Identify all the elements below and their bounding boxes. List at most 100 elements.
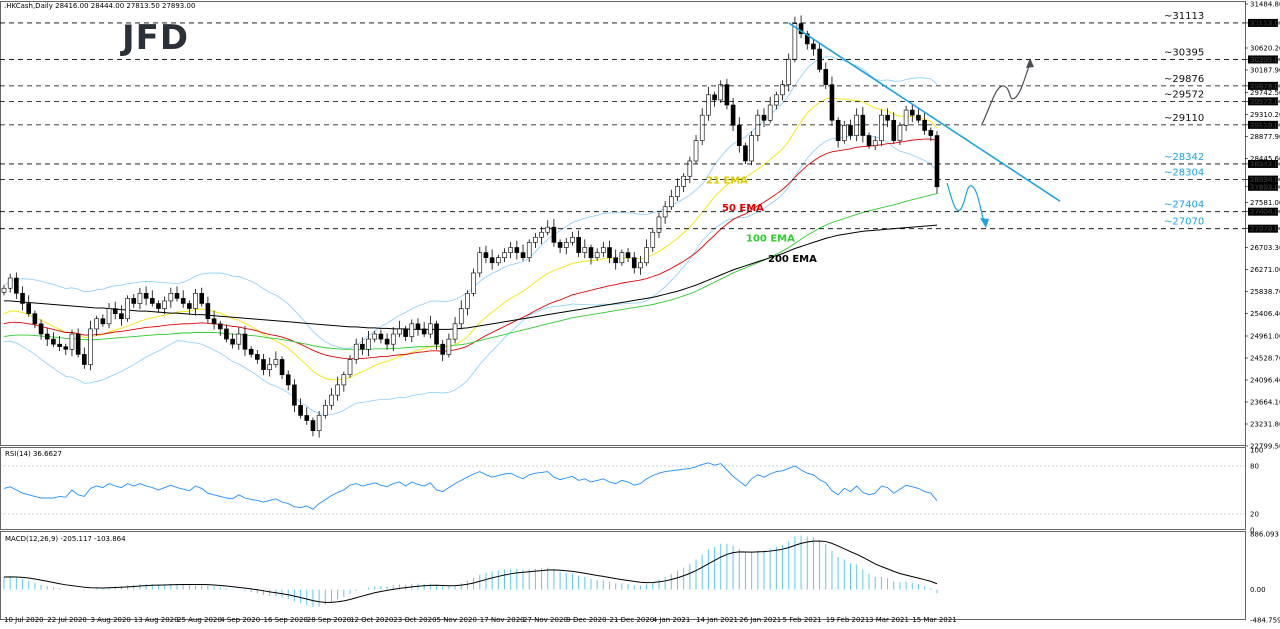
candle-body [687,160,693,177]
candle-body [520,252,526,258]
candle-body [767,104,773,121]
level-price-text: 29572.00 [1250,98,1280,106]
rsi-tick-label: 20 [1250,511,1259,519]
candle-body [57,343,62,348]
candle-body [539,231,544,238]
candle-body [137,293,143,304]
descending-trendline [788,22,1061,202]
y-tick-label: 30187.90 [1250,67,1280,75]
candle-body [143,293,149,299]
x-tick-label: 3 Mar 2021 [869,616,909,624]
x-tick-label: 16 Sep 2020 [264,616,308,624]
candle-body [576,237,581,253]
candle-body [755,114,761,136]
candle-body [749,135,754,162]
level-price-box [1248,175,1278,184]
y-tick-label: 30620.20 [1250,45,1280,53]
candle-body [922,119,927,131]
y-tick-label: 23231.80 [1250,421,1280,429]
candle-body [594,252,600,258]
x-tick-label: 28 Sep 2020 [307,616,351,624]
x-tick-label: 13 Aug 2020 [134,616,179,624]
level-label: ~29572 [1164,89,1204,100]
level-price-text: 30395.00 [1250,56,1280,64]
candle-body [712,94,717,101]
candle-body [285,374,291,386]
level-price-box [1248,97,1278,106]
y-tick-label: 30395.00 [1250,56,1280,64]
candle-body [780,84,785,96]
candle-body [842,125,847,141]
candle-body [180,298,186,304]
candle-body [823,69,829,85]
x-tick-label: 4 Jan 2021 [653,616,691,624]
y-tick-label: 24961.00 [1250,333,1280,341]
candle-body [75,333,81,355]
candle-body [428,323,433,335]
x-tick-label: 21 Dec 2020 [610,616,655,624]
macd-tick-label: 886.093 [1250,531,1279,539]
candle-body [211,318,217,325]
candle-body [360,343,365,350]
candle-body [149,298,155,304]
candle-body [230,338,235,345]
x-tick-label: 5 Nov 2020 [437,616,477,624]
candle-body [545,226,551,233]
rsi-tick-label: 100 [1250,447,1263,455]
candle-body [384,338,390,345]
x-tick-label: 9 Dec 2020 [566,616,606,624]
y-tick-label: 29742.50 [1250,89,1280,97]
candle-body [131,298,137,304]
candle-body [366,338,371,350]
ema-line-200ema [4,224,938,330]
candle-body [761,114,767,121]
candle-body [26,303,32,314]
candle-body [69,333,75,350]
candle-body [236,333,242,345]
candle-body [335,384,340,396]
candle-body [804,33,810,45]
candle-body [322,404,328,416]
candle-body [329,394,334,406]
level-price-text: 28034.00 [1250,176,1280,184]
candle-body [533,237,538,243]
macd-tick-label: 0.00 [1250,586,1266,594]
y-tick-label: 28877.90 [1250,133,1280,141]
y-tick-label: 29876.00 [1250,82,1280,90]
candle-body [928,130,934,136]
candle-body [119,313,124,320]
last-price-box [1248,182,1278,191]
x-tick-label: 14 Jan 2021 [696,616,738,624]
candle-body [434,323,439,345]
pane-border [0,447,1246,530]
candle-body [644,247,649,264]
ema-line-50ema [3,138,938,360]
candle-body [656,216,662,233]
candle-body [835,119,841,141]
y-tick-label: 26703.30 [1250,244,1280,252]
level-label: ~28342 [1164,152,1204,163]
y-tick-label: 26271.00 [1250,266,1280,274]
x-tick-label: 3 Aug 2020 [91,616,131,624]
x-tick-label: 26 Jan 2021 [739,616,781,624]
candle-body [502,252,507,258]
candle-body [730,104,736,126]
candle-body [347,359,353,376]
candle-body [298,404,303,416]
candle-body [458,308,464,325]
candle-body [699,114,705,141]
projection-up-arrowhead [1026,58,1034,68]
y-tick-label: 27893.00 [1250,183,1280,191]
candle-body [51,338,56,345]
level-label: ~28304 [1164,168,1204,179]
rsi-tick-label: 0 [1250,527,1254,535]
candle-body [477,252,483,274]
y-tick-label: 24528.70 [1250,355,1280,363]
candle-body [452,323,458,340]
candle-body [631,257,637,269]
candle-body [743,145,748,162]
candle-body [557,242,563,248]
candle-body [421,328,427,335]
candle-body [601,247,606,253]
